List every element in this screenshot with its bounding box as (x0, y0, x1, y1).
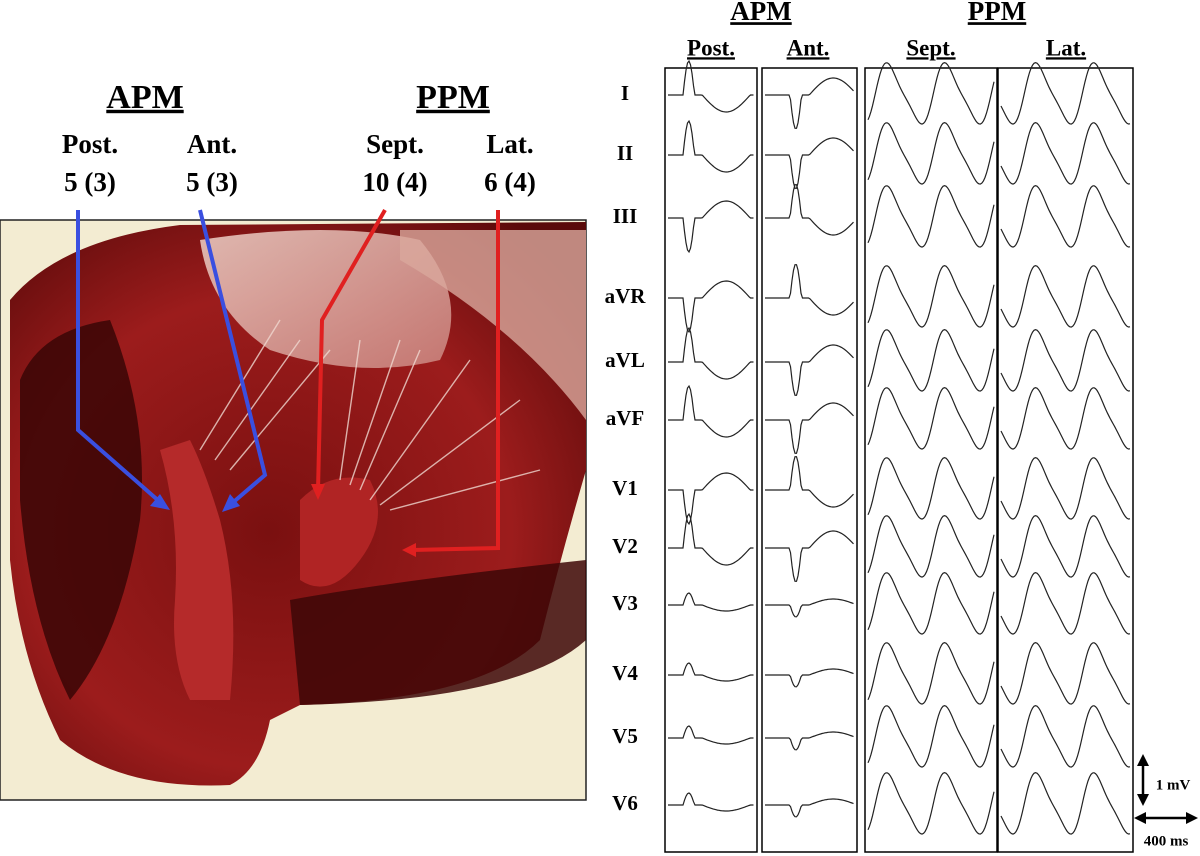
ecg-trace (668, 119, 754, 173)
ecg-trace (867, 515, 995, 578)
ecg-trace (765, 264, 854, 316)
ecg-trace (867, 387, 995, 450)
ecg-trace (1000, 265, 1131, 328)
ecg-trace (1000, 387, 1131, 450)
ecg-trace (765, 402, 854, 454)
lead-label: aVF (606, 406, 645, 430)
ecg-trace (1000, 62, 1131, 125)
ecg-trace (1000, 329, 1131, 392)
ecg-trace (1000, 457, 1131, 520)
lead-label: aVR (605, 284, 647, 308)
site-name: Ant. (187, 129, 237, 159)
ecg-trace (765, 731, 854, 751)
ecg-trace (867, 185, 995, 248)
ecg-trace (1000, 515, 1131, 578)
lead-label: III (613, 204, 638, 228)
ecg-trace (765, 456, 854, 508)
ecg-trace (1000, 185, 1131, 248)
ecg-trace (668, 200, 754, 254)
site-count: 5 (3) (186, 167, 238, 197)
ecg-trace (867, 265, 995, 328)
ecg-panels (664, 59, 1134, 853)
lead-label: aVL (605, 348, 645, 372)
ecg-trace (867, 705, 995, 768)
scale-bar (1134, 754, 1198, 824)
ecg-trace (765, 798, 854, 818)
ecg-panel (864, 67, 998, 853)
ecg-trace (668, 326, 754, 380)
lead-label: V4 (612, 661, 638, 685)
ecg-trace (765, 530, 854, 582)
ecg-trace (1000, 642, 1131, 705)
ecg-trace (867, 122, 995, 185)
lead-label: V2 (612, 534, 638, 558)
site-count: 10 (4) (362, 167, 427, 197)
lead-label: V1 (612, 476, 638, 500)
ecg-trace (668, 592, 754, 612)
lead-label: V6 (612, 791, 638, 815)
ecg-trace (668, 512, 754, 566)
ecg-panel-title: Ant. (787, 35, 830, 60)
ecg-trace (765, 344, 854, 396)
ecg-trace (867, 642, 995, 705)
ecg-group-title: APM (730, 0, 791, 26)
ecg-panel-title: Post. (687, 35, 735, 60)
ecg-panel-title: Sept. (906, 35, 955, 60)
ecg-panel (997, 67, 1134, 853)
ecg-trace (867, 329, 995, 392)
site-name: Post. (62, 129, 118, 159)
ecg-trace (668, 59, 754, 113)
scale-time: 400 ms (1144, 833, 1189, 849)
arrows (76, 209, 500, 552)
lead-label: V5 (612, 724, 638, 748)
site-count: 6 (4) (484, 167, 536, 197)
ecg-trace (1000, 705, 1131, 768)
heart-photo (0, 219, 587, 801)
ecg-trace (867, 572, 995, 635)
ecg-trace (668, 280, 754, 334)
ecg-trace (1000, 122, 1131, 185)
group-title: PPM (416, 79, 490, 116)
scale-voltage: 1 mV (1156, 777, 1191, 793)
ecg-trace (668, 472, 754, 526)
ecg-trace (765, 184, 854, 236)
ecg-trace (765, 137, 854, 189)
ecg-panel-title: Lat. (1046, 35, 1086, 60)
ecg-trace (1000, 572, 1131, 635)
arrowheads (150, 484, 416, 557)
ecg-trace (765, 77, 854, 129)
ecg-trace (1000, 772, 1131, 835)
ecg-trace (867, 457, 995, 520)
ecg-trace (668, 725, 754, 745)
site-name: Sept. (366, 129, 424, 159)
ecg-panel (761, 67, 858, 853)
ecg-trace (668, 384, 754, 438)
lead-label: V3 (612, 591, 638, 615)
lead-label: II (617, 141, 633, 165)
group-title: APM (106, 79, 183, 116)
ecg-trace (668, 792, 754, 812)
ecg-panel (664, 67, 758, 853)
ecg-trace (765, 668, 854, 688)
site-count: 5 (3) (64, 167, 116, 197)
lead-label: I (621, 81, 629, 105)
ecg-trace (867, 62, 995, 125)
ecg-trace (668, 662, 754, 682)
ecg-trace (867, 772, 995, 835)
site-name: Lat. (486, 129, 533, 159)
ecg-group-title: PPM (968, 0, 1026, 26)
ecg-trace (765, 598, 854, 618)
